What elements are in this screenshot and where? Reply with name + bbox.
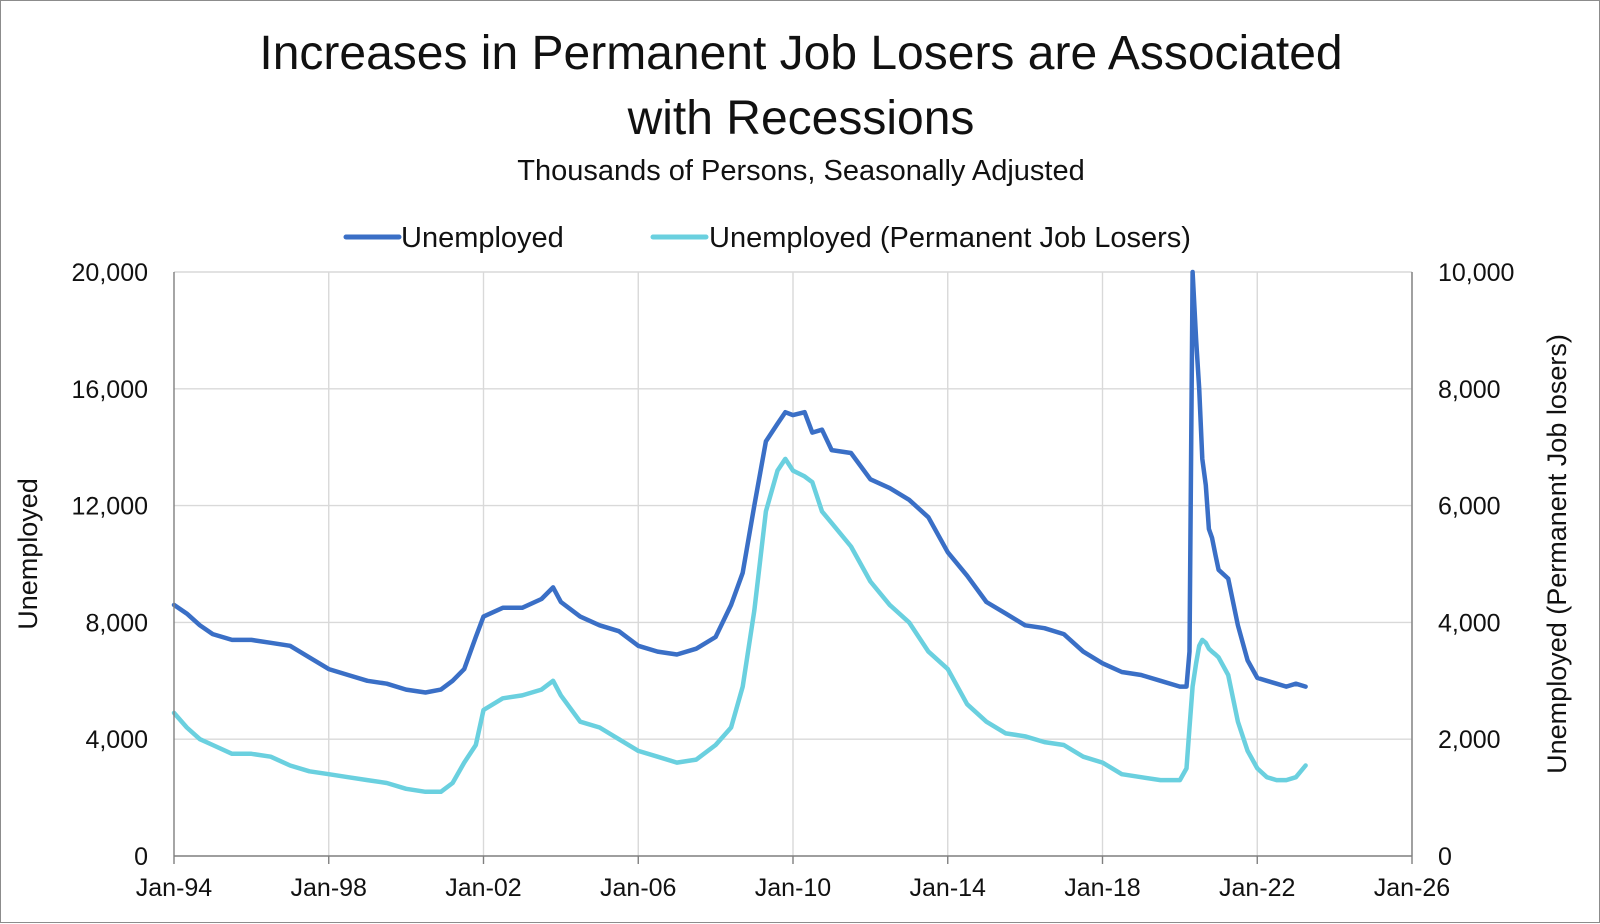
- tick-labels: Jan-94 Jan-98 Jan-02 Jan-06 Jan-10 Jan-14 Jan-…: [72, 259, 1515, 902]
- x-tick-label: Jan-26: [1374, 874, 1450, 902]
- chart-title-line-1: Increases in Permanent Job Losers are As…: [259, 27, 1342, 80]
- x-tick-label: Jan-22: [1219, 874, 1295, 902]
- y-tick-label-left: 8,000: [85, 609, 148, 637]
- x-tick-label: Jan-94: [136, 874, 213, 902]
- x-tick-label: Jan-14: [910, 874, 987, 902]
- y-axis-title-right: Unemployed (Permanent Job losers): [1542, 334, 1572, 774]
- axes: [173, 272, 1413, 864]
- x-tick-label: Jan-98: [291, 874, 367, 902]
- legend-label-permanent-job-losers: Unemployed (Permanent Job Losers): [709, 222, 1191, 254]
- y-tick-label-right: 0: [1438, 843, 1452, 871]
- y-tick-label-right: 10,000: [1438, 259, 1514, 287]
- series-lines: [171, 269, 1308, 795]
- legend: Unemployed Unemployed (Permanent Job Los…: [343, 222, 1191, 254]
- y-tick-label-right: 8,000: [1438, 376, 1501, 404]
- y-tick-label-left: 16,000: [72, 376, 148, 404]
- y-tick-label-left: 12,000: [72, 493, 148, 521]
- y-tick-label-left: 0: [134, 843, 148, 871]
- y-tick-label-left: 4,000: [85, 726, 148, 754]
- series-line-unemployed: [171, 269, 1308, 695]
- y-tick-label-right: 2,000: [1438, 726, 1501, 754]
- legend-label-unemployed: Unemployed: [401, 222, 564, 254]
- chart-title-line-2: with Recessions: [627, 92, 975, 145]
- x-tick-label: Jan-02: [445, 874, 521, 902]
- x-tick-label: Jan-06: [600, 874, 676, 902]
- x-tick-label: Jan-10: [755, 874, 831, 902]
- chart-subtitle: Thousands of Persons, Seasonally Adjuste…: [517, 155, 1084, 187]
- y-tick-label-right: 6,000: [1438, 493, 1501, 521]
- series-line-permanent-job-losers: [171, 456, 1308, 795]
- x-tick-label: Jan-18: [1064, 874, 1140, 902]
- y-tick-label-left: 20,000: [72, 259, 148, 287]
- y-tick-label-right: 4,000: [1438, 609, 1501, 637]
- y-axis-title-left: Unemployed: [13, 478, 43, 630]
- grid: [174, 271, 1413, 856]
